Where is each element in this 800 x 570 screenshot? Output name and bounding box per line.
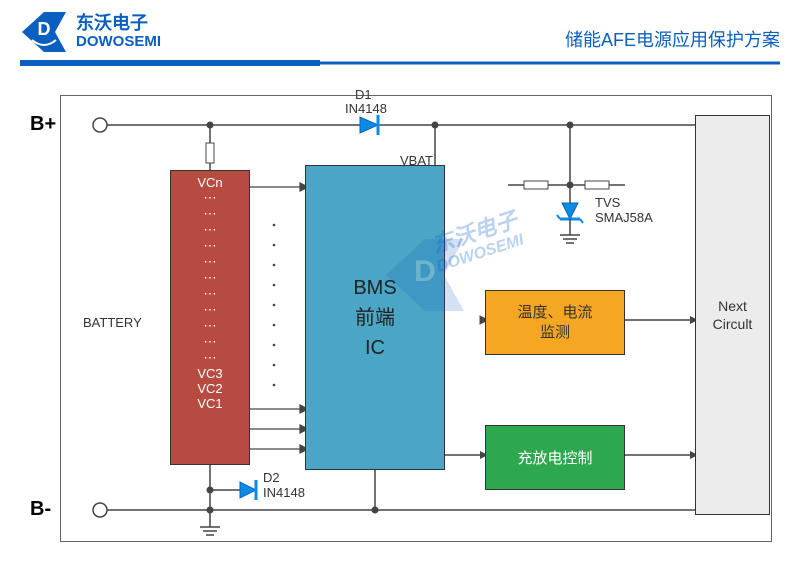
battery-vc1: VC1 [171, 396, 249, 411]
charge-control-block: 充放电控制 [485, 425, 625, 490]
page-title: 储能AFE电源应用保护方案 [565, 26, 780, 52]
header: D 东沃电子 DOWOSEMI 储能AFE电源应用保护方案 [0, 0, 800, 54]
d1-part: IN4148 [345, 101, 387, 116]
temp-monitor-block: 温度、电流 监测 [485, 290, 625, 355]
b-plus-label: B+ [30, 113, 56, 136]
svg-text:D: D [38, 19, 51, 39]
charge-label: 充放电控制 [517, 447, 592, 468]
b-minus-label: B- [30, 498, 51, 521]
brand-name-en: DOWOSEMI [76, 34, 161, 51]
d2-name: D2 [263, 470, 280, 485]
battery-vcn: VCn [171, 175, 249, 190]
d2-part: IN4148 [263, 485, 305, 500]
next-line2: Circult [713, 315, 753, 333]
brand-logo-icon: D [20, 10, 68, 54]
tvs-name: TVS [595, 195, 620, 210]
bms-block: BMS 前端 IC [305, 165, 445, 470]
tvs-part: SMAJ58A [595, 210, 653, 225]
bms-line3: IC [365, 333, 385, 363]
next-line1: Next [718, 297, 747, 315]
brand: D 东沃电子 DOWOSEMI [20, 10, 161, 54]
battery-label: BATTERY [83, 315, 142, 330]
divider-line [20, 58, 780, 68]
circuit-diagram: B+ B- D1 IN4148 VBAT TVS SMAJ58A D2 IN41… [30, 95, 770, 550]
battery-block: VCn ⋯⋯⋯ ⋯⋯⋯ ⋯⋯⋯ ⋯⋯ VC3 VC2 VC1 [170, 170, 250, 465]
temp-line1: 温度、电流 [517, 303, 592, 323]
battery-vc3: VC3 [171, 366, 249, 381]
svg-text:D: D [414, 255, 436, 288]
next-circuit-block: Next Circult [695, 115, 770, 515]
temp-line2: 监测 [540, 323, 570, 343]
battery-vc2: VC2 [171, 381, 249, 396]
brand-name-cn: 东沃电子 [76, 14, 161, 34]
d1-name: D1 [355, 87, 372, 102]
